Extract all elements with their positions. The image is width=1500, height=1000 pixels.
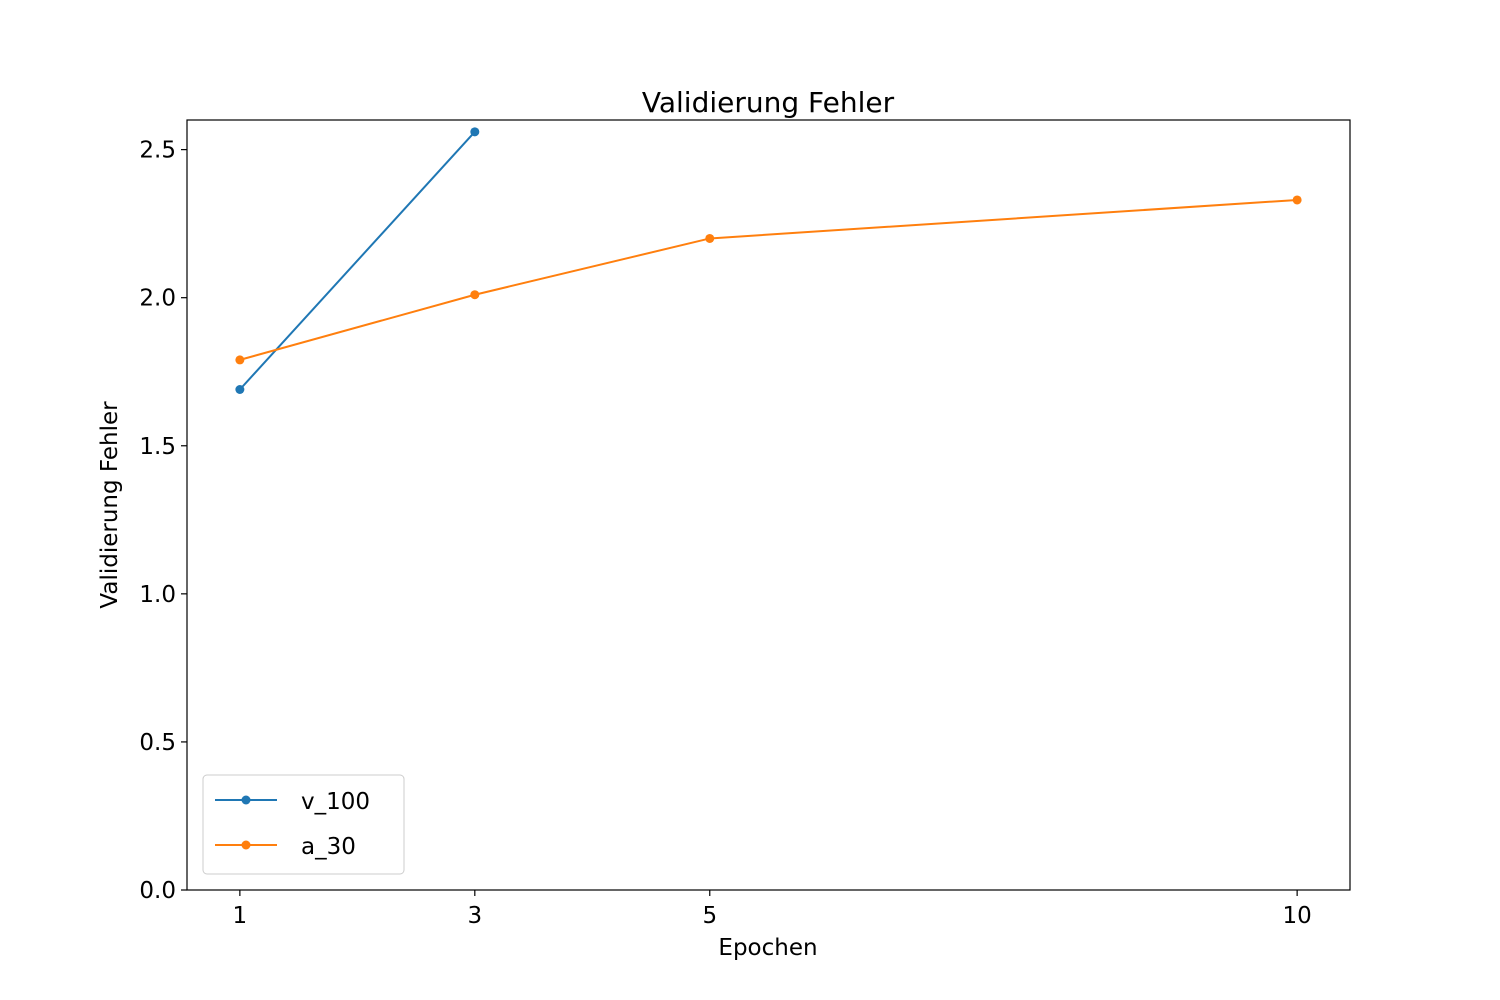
series-line-v_100 bbox=[239, 131, 476, 391]
data-point-v_100 bbox=[235, 385, 245, 394]
y-axis-label: Validierung Fehler bbox=[97, 401, 123, 609]
legend-label-a_30: a_30 bbox=[301, 834, 356, 860]
x-axis-label: Epochen bbox=[718, 935, 817, 961]
legend: v_100 a_30 bbox=[202, 774, 405, 875]
y-tick-label: 2.5 bbox=[139, 138, 176, 164]
y-tick-label: 0.5 bbox=[139, 730, 176, 756]
y-tick-label: 1.0 bbox=[139, 582, 176, 608]
legend-label-v_100: v_100 bbox=[301, 789, 370, 815]
data-point-a_30 bbox=[1292, 195, 1302, 205]
y-tick-label: 1.5 bbox=[139, 434, 176, 460]
x-tick-label: 10 bbox=[1282, 903, 1311, 929]
legend-marker-v_100 bbox=[241, 795, 251, 805]
data-point-a_30 bbox=[705, 233, 715, 243]
x-tick-label: 3 bbox=[467, 903, 482, 929]
y-tick-label: 2.0 bbox=[139, 286, 176, 312]
x-tick-label: 1 bbox=[233, 903, 248, 929]
series-line-a_30 bbox=[239, 198, 1298, 361]
chart-title: Validierung Fehler bbox=[642, 86, 895, 119]
x-axis: 1 3 5 10 bbox=[233, 890, 1312, 929]
plot-area bbox=[186, 119, 1351, 891]
data-point-v_100 bbox=[470, 127, 480, 137]
y-tick-label: 0.0 bbox=[139, 878, 176, 904]
y-axis: 0.0 0.5 1.0 1.5 2.0 2.5 bbox=[139, 138, 187, 904]
data-point-a_30 bbox=[470, 290, 480, 300]
series-layer bbox=[235, 127, 1302, 394]
data-point-a_30 bbox=[235, 355, 245, 365]
legend-marker-a_30 bbox=[241, 840, 251, 850]
x-tick-label: 5 bbox=[702, 903, 717, 929]
